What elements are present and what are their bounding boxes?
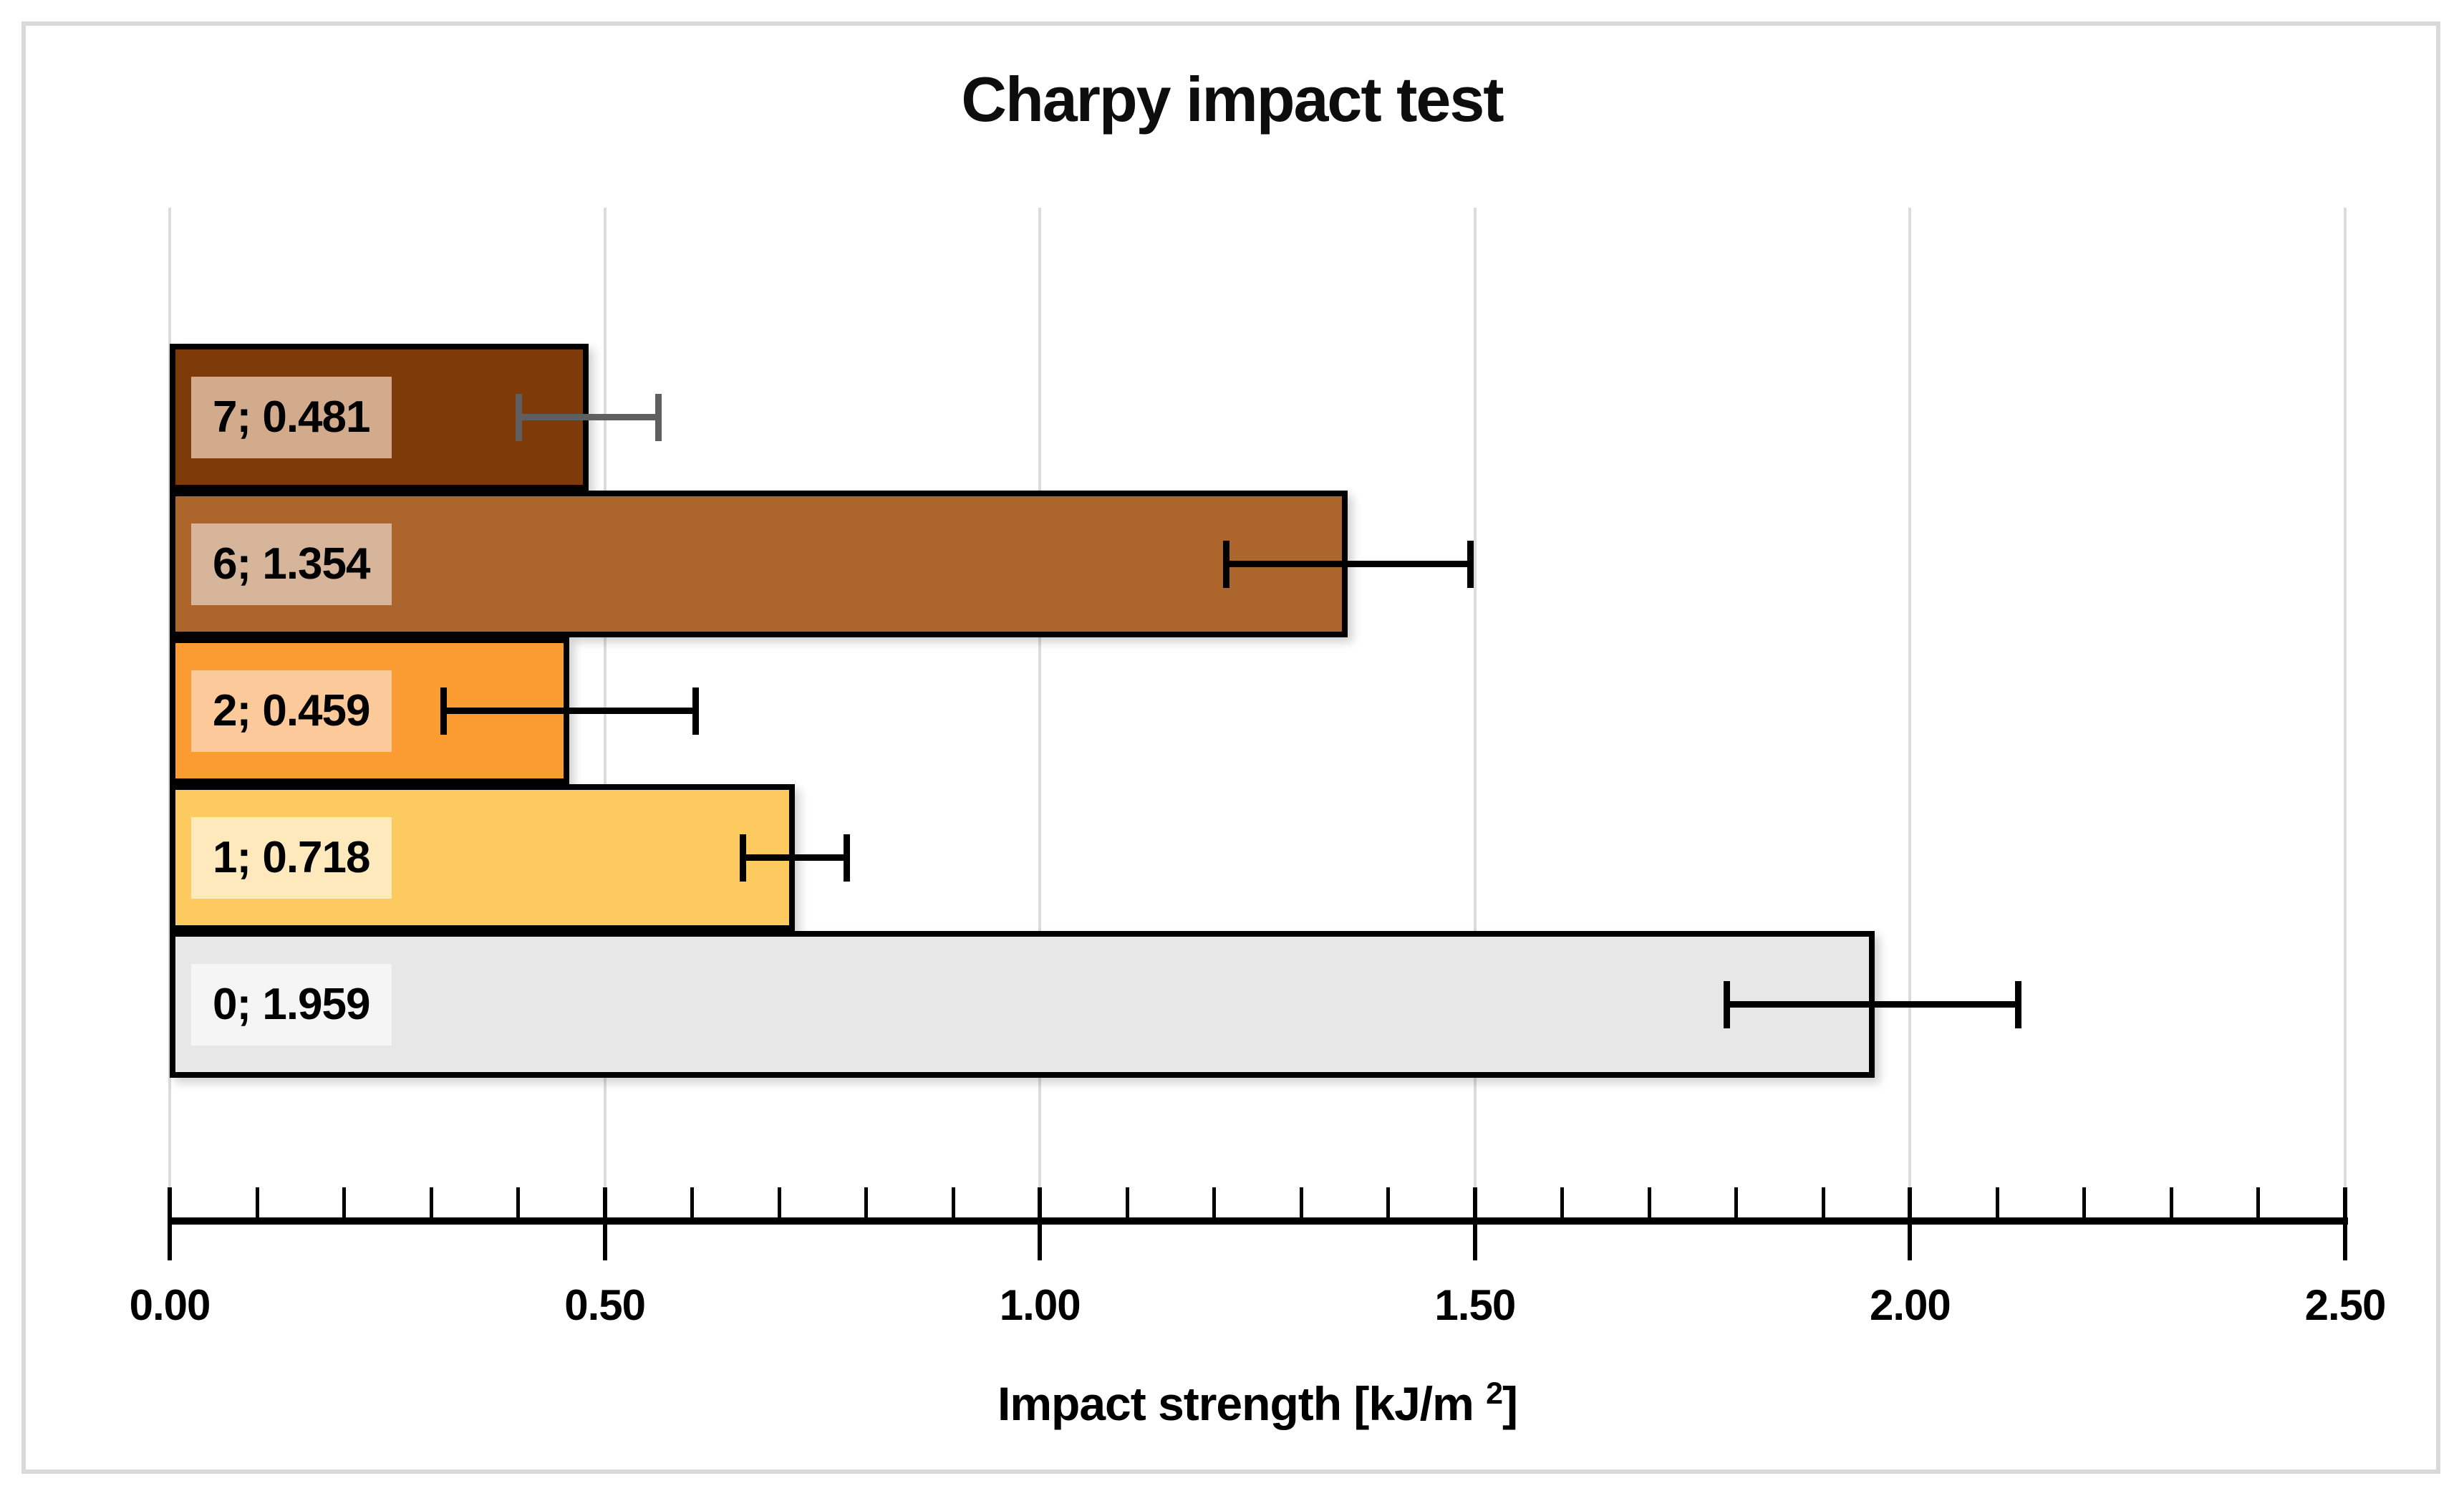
x-axis-minor-tick [1821, 1187, 1825, 1217]
error-bar [1726, 1000, 2019, 1008]
error-bar [742, 854, 847, 861]
x-axis-minor-tick [1995, 1187, 1999, 1217]
gridline [2344, 208, 2347, 1217]
error-bar-cap [516, 393, 523, 441]
x-axis-minor-tick [1647, 1187, 1651, 1217]
x-axis-tick-label: 2.00 [1870, 1281, 1951, 1329]
error-bar-cap [844, 834, 851, 882]
error-bar [443, 707, 695, 714]
error-bar-cap [2015, 980, 2022, 1028]
error-bar-cap [440, 687, 447, 735]
x-axis-major-tick [1472, 1187, 1477, 1260]
x-axis-minor-tick [690, 1187, 695, 1217]
bar-data-label: 6; 1.354 [191, 523, 392, 605]
x-axis-minor-tick [255, 1187, 259, 1217]
x-axis-tick-label: 0.50 [564, 1281, 646, 1329]
chart-title: Charpy impact test [961, 64, 1504, 135]
error-bar-cap [1723, 980, 1730, 1028]
x-axis-major-tick [2343, 1187, 2347, 1260]
bar-data-label: 0; 1.959 [191, 963, 392, 1046]
x-axis-major-tick [1038, 1187, 1043, 1260]
x-axis-minor-tick [1125, 1187, 1129, 1217]
chart-border-frame [21, 21, 2440, 1474]
gridline [1908, 208, 1912, 1217]
x-axis-minor-tick [951, 1187, 955, 1217]
error-bar-cap [739, 834, 746, 882]
x-axis-minor-tick [1734, 1187, 1739, 1217]
x-axis-tick-label: 1.50 [1434, 1281, 1516, 1329]
x-axis-title-superscript: 2 [1486, 1376, 1503, 1411]
x-axis-minor-tick [516, 1187, 521, 1217]
x-axis-title-suffix: ] [1502, 1377, 1518, 1430]
x-axis-tick-label: 0.00 [129, 1281, 211, 1329]
error-bar-cap [692, 687, 699, 735]
gridline [1038, 208, 1042, 1217]
error-bar-cap [1223, 540, 1230, 588]
x-axis-minor-tick [342, 1187, 347, 1217]
bar-6: 6; 1.354 [170, 491, 1348, 637]
x-axis-minor-tick [1299, 1187, 1303, 1217]
x-axis-title-text: Impact strength [kJ/m [997, 1377, 1487, 1430]
x-axis-minor-tick [2082, 1187, 2087, 1217]
x-axis-minor-tick [2169, 1187, 2173, 1217]
x-axis-tick-label: 1.00 [999, 1281, 1081, 1329]
x-axis-minor-tick [864, 1187, 869, 1217]
x-axis-tick-label: 2.50 [2304, 1281, 2387, 1329]
x-axis-major-tick [1908, 1187, 1913, 1260]
x-axis-minor-tick [777, 1187, 781, 1217]
bar-7: 7; 0.481 [170, 344, 589, 491]
x-axis-minor-tick [2256, 1187, 2261, 1217]
x-axis-major-tick [602, 1187, 607, 1260]
error-bar-cap [1467, 540, 1474, 588]
x-axis-line [170, 1217, 2348, 1225]
bar-data-label: 1; 0.718 [191, 816, 392, 899]
x-axis-major-tick [168, 1187, 172, 1260]
error-bar [518, 413, 658, 420]
bar-1: 1; 0.718 [170, 784, 795, 931]
bar-data-label: 7; 0.481 [191, 376, 392, 458]
x-axis-title: Impact strength [kJ/m 2] [170, 1376, 2345, 1431]
x-axis-minor-tick [1386, 1187, 1391, 1217]
x-axis-minor-tick [429, 1187, 433, 1217]
x-axis-minor-tick [1560, 1187, 1565, 1217]
bar-0: 0; 1.959 [170, 931, 1875, 1078]
bar-data-label: 2; 0.459 [191, 670, 392, 752]
error-bar-cap [654, 393, 662, 441]
gridline [1473, 208, 1477, 1217]
error-bar [1226, 560, 1470, 567]
x-axis-minor-tick [1212, 1187, 1217, 1217]
